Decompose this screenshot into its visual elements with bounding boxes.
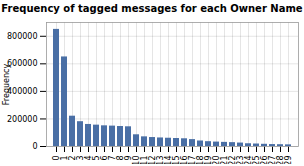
svg-text:4: 4: [84, 155, 94, 161]
svg-text:7: 7: [108, 155, 118, 161]
svg-text:6: 6: [100, 155, 110, 161]
svg-text:400000: 400000: [7, 87, 38, 96]
svg-text:29: 29: [284, 156, 293, 165]
svg-text:5: 5: [92, 155, 102, 161]
svg-text:2: 2: [68, 155, 78, 161]
svg-text:1: 1: [60, 155, 70, 161]
html-text:Frequency of tagged messages f: Frequency of tagged messages for each Ow…: [1, 3, 303, 14]
svg-text:200000: 200000: [7, 115, 38, 124]
svg-text:0: 0: [52, 155, 62, 161]
svg-text:600000: 600000: [7, 59, 38, 68]
svg-text:3: 3: [76, 155, 86, 161]
svg-text:800000: 800000: [7, 32, 38, 41]
svg-text:Frequency: Frequency: [2, 64, 11, 106]
svg-text:9: 9: [124, 155, 134, 161]
svg-text:0: 0: [32, 142, 37, 151]
svg-text:8: 8: [116, 155, 126, 161]
